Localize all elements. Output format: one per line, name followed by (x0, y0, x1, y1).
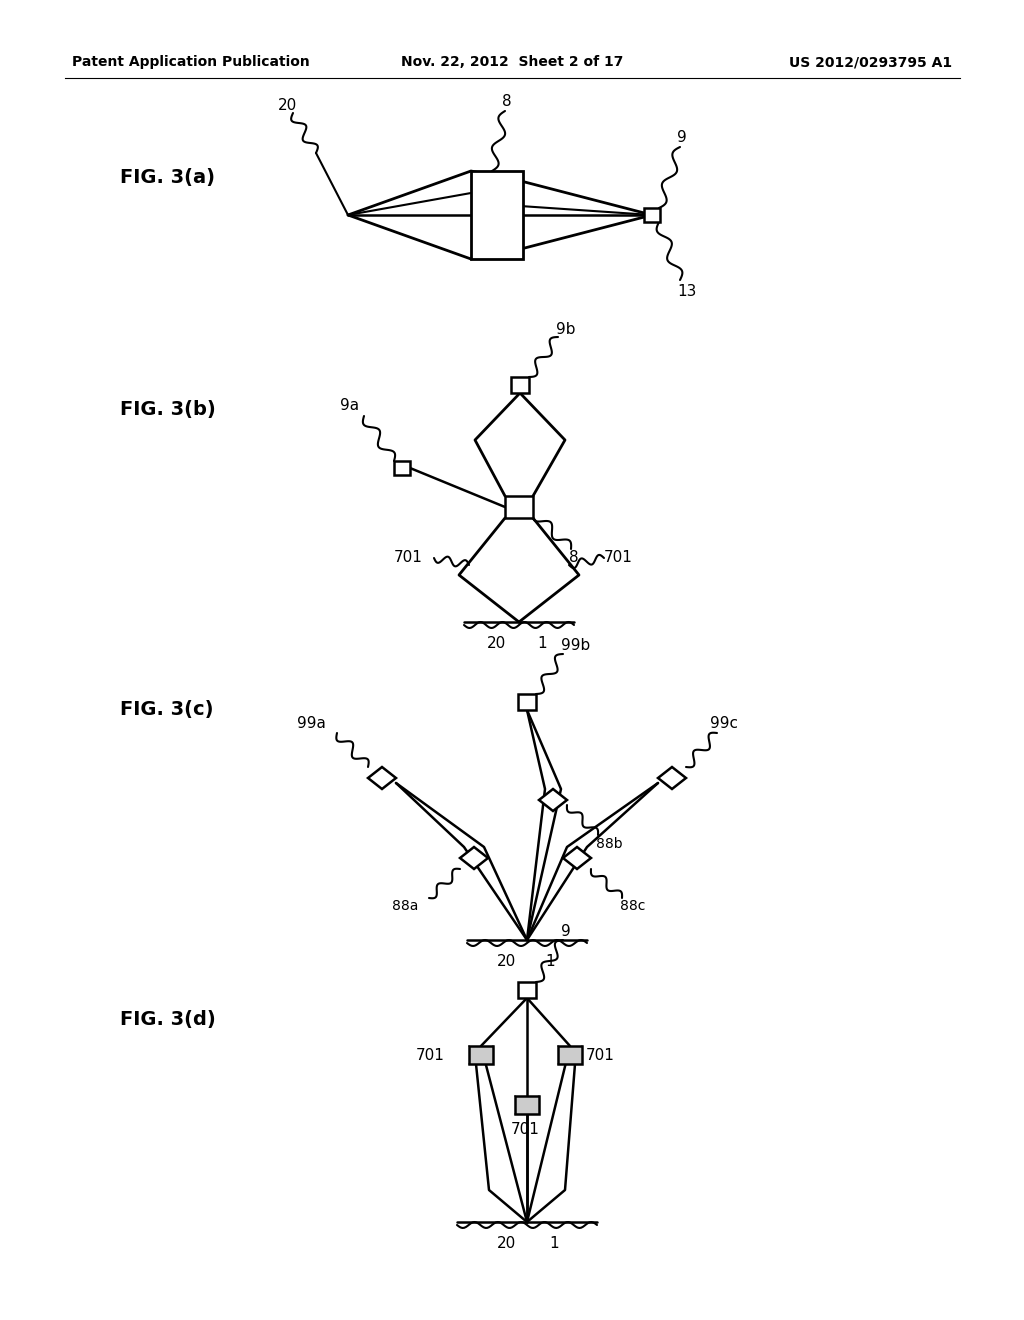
Bar (394, 461, 410, 475)
Text: 9b: 9b (556, 322, 575, 337)
Text: 20: 20 (278, 98, 297, 112)
Bar (471, 172, 523, 259)
Text: FIG. 3(b): FIG. 3(b) (120, 400, 216, 420)
Text: 99c: 99c (710, 715, 738, 730)
Bar (469, 1045, 493, 1064)
Text: 701: 701 (394, 550, 423, 565)
Text: 88c: 88c (620, 899, 645, 913)
Text: FIG. 3(a): FIG. 3(a) (120, 169, 215, 187)
Text: 20: 20 (487, 636, 506, 652)
Text: 1: 1 (545, 954, 555, 969)
Text: 1: 1 (537, 636, 547, 652)
Text: Patent Application Publication: Patent Application Publication (72, 55, 309, 69)
Text: 9: 9 (677, 129, 687, 144)
Text: 99b: 99b (561, 639, 590, 653)
Polygon shape (658, 767, 686, 789)
Text: 701: 701 (416, 1048, 444, 1063)
Bar (505, 496, 534, 517)
Text: 88b: 88b (596, 837, 623, 851)
Text: FIG. 3(d): FIG. 3(d) (120, 1011, 216, 1030)
Text: 20: 20 (497, 954, 516, 969)
Text: FIG. 3(c): FIG. 3(c) (120, 701, 213, 719)
Polygon shape (460, 847, 488, 869)
Bar (515, 1096, 539, 1114)
Polygon shape (539, 789, 567, 810)
Bar (558, 1045, 582, 1064)
Text: 8: 8 (569, 549, 579, 565)
Text: 20: 20 (497, 1237, 516, 1251)
Text: US 2012/0293795 A1: US 2012/0293795 A1 (788, 55, 952, 69)
Polygon shape (563, 847, 591, 869)
Text: 9a: 9a (340, 399, 359, 413)
Bar (511, 378, 529, 393)
Bar (518, 982, 536, 998)
Polygon shape (368, 767, 396, 789)
Bar (518, 694, 536, 710)
Text: 99a: 99a (297, 715, 326, 730)
Bar (644, 209, 660, 222)
Text: 701: 701 (604, 550, 633, 565)
Text: 13: 13 (677, 284, 696, 298)
Text: 701: 701 (511, 1122, 540, 1138)
Text: 701: 701 (586, 1048, 614, 1063)
Text: 9: 9 (561, 924, 570, 940)
Text: 1: 1 (549, 1237, 559, 1251)
Text: 88a: 88a (392, 899, 419, 913)
Text: 8: 8 (502, 94, 512, 108)
Text: Nov. 22, 2012  Sheet 2 of 17: Nov. 22, 2012 Sheet 2 of 17 (400, 55, 624, 69)
